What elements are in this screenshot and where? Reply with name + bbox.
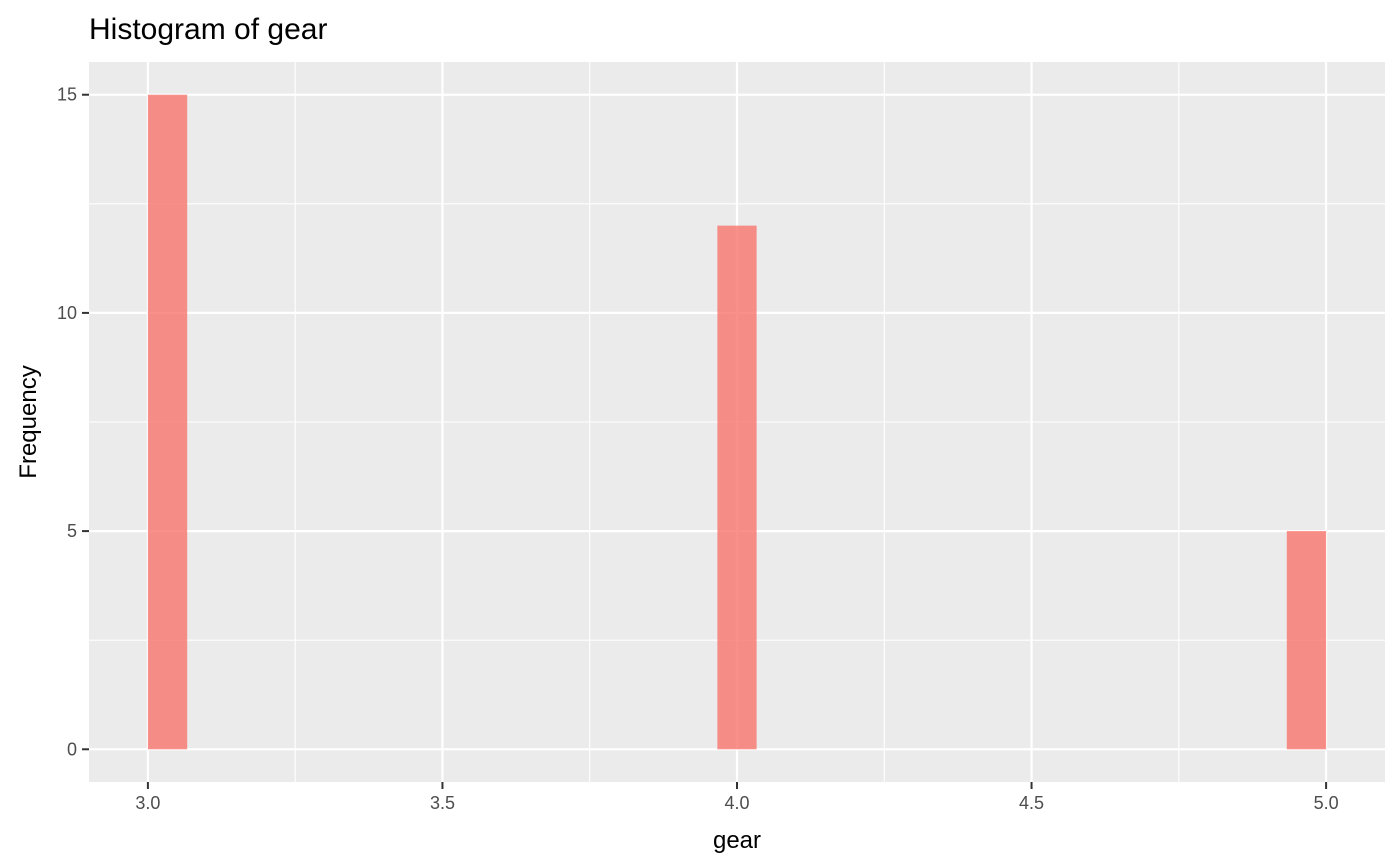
histogram-bar: [717, 225, 757, 750]
y-axis-title: Frequency: [15, 365, 42, 478]
y-axis: 0 5 10 15: [57, 85, 89, 759]
y-tick-label: 0: [67, 739, 77, 759]
histogram-bars: [147, 94, 1327, 750]
histogram-bar: [147, 94, 188, 750]
y-tick-label: 10: [57, 303, 77, 323]
x-tick-label: 4.5: [1019, 793, 1044, 813]
x-tick-label: 3.0: [135, 793, 160, 813]
x-tick-label: 4.0: [724, 793, 749, 813]
chart-title: Histogram of gear: [89, 13, 327, 46]
y-tick-label: 5: [67, 521, 77, 541]
y-tick-label: 15: [57, 85, 77, 105]
x-axis: 3.0 3.5 4.0 4.5 5.0: [135, 782, 1339, 813]
x-axis-title: gear: [713, 827, 761, 854]
x-tick-label: 3.5: [430, 793, 455, 813]
histogram-bar: [1286, 531, 1327, 750]
x-tick-label: 5.0: [1314, 793, 1339, 813]
